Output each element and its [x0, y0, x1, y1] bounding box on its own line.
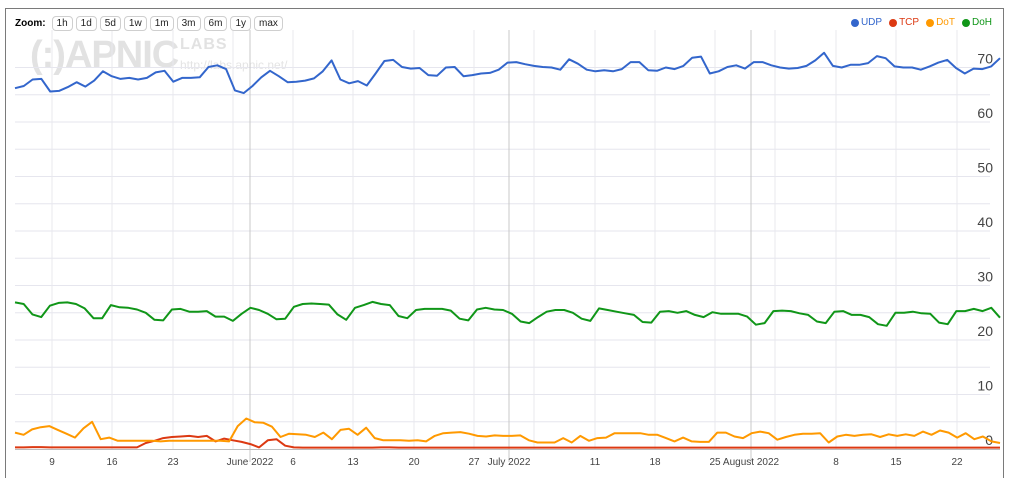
- zoom-1d-button[interactable]: 1d: [75, 16, 97, 31]
- vertical-gridlines: [51, 30, 958, 462]
- zoom-max-button[interactable]: max: [254, 16, 283, 31]
- series-line-dot[interactable]: [14, 417, 1001, 444]
- x-tick-label: 9: [49, 457, 55, 468]
- x-tick-label: 6: [290, 457, 296, 468]
- zoom-5d-button[interactable]: 5d: [99, 16, 121, 31]
- x-tick-label: 8: [833, 457, 839, 468]
- x-tick-label: 15: [890, 457, 902, 468]
- zoom-1y-button[interactable]: 1y: [230, 16, 251, 31]
- x-tick-label: 27: [468, 457, 480, 468]
- y-tick-label: 60: [977, 105, 993, 121]
- zoom-1h-button[interactable]: 1h: [51, 16, 73, 31]
- x-tick-label: 22: [951, 457, 963, 468]
- x-tick-label: 20: [408, 457, 420, 468]
- x-tick-label: July 2022: [488, 457, 531, 468]
- x-tick-label: June 2022: [227, 457, 274, 468]
- zoom-3m-button[interactable]: 3m: [176, 16, 201, 31]
- dot-dot-icon: [926, 18, 935, 27]
- legend-label-doh: DoH: [971, 17, 992, 28]
- chart-legend: UDP TCP DoT DoH: [850, 17, 992, 28]
- data-series: [14, 51, 1001, 449]
- series-line-tcp[interactable]: [15, 434, 1000, 449]
- legend-item-dot[interactable]: DoT: [926, 17, 955, 28]
- legend-label-udp: UDP: [860, 17, 883, 28]
- x-tick-label: 13: [347, 457, 359, 468]
- chart-frame: [5, 8, 1004, 478]
- zoom-label: Zoom:: [15, 18, 46, 29]
- legend-label-tcp: TCP: [899, 17, 920, 28]
- y-tick-label: 30: [977, 269, 993, 285]
- zoom-1w-button[interactable]: 1w: [123, 16, 147, 31]
- y-tick-label: 40: [977, 214, 993, 230]
- doh-dot-icon: [961, 18, 970, 27]
- zoom-1m-button[interactable]: 1m: [149, 16, 174, 31]
- legend-label-dot: DoT: [936, 17, 955, 28]
- y-tick-label: 10: [977, 378, 993, 394]
- series-line-udp[interactable]: [14, 51, 1001, 95]
- horizontal-gridlines: [15, 67, 990, 423]
- x-axis-labels: 9 16 23 June 2022 6 13 20 27 July 2022 11 18 25 Augu…: [49, 457, 963, 468]
- tcp-dot-icon: [889, 18, 898, 27]
- y-tick-label: 70: [977, 51, 993, 67]
- zoom-6m-button[interactable]: 6m: [203, 16, 228, 31]
- x-tick-label: 23: [167, 457, 179, 468]
- y-tick-label: 20: [977, 323, 993, 339]
- legend-item-tcp[interactable]: TCP: [889, 17, 919, 28]
- series-line-doh[interactable]: [14, 300, 1001, 327]
- x-tick-label: 25: [709, 457, 721, 468]
- x-tick-label: August 2022: [723, 457, 780, 468]
- zoom-bar: Zoom: 1h 1d 5d 1w 1m 3m 6m 1y max: [15, 16, 283, 31]
- x-tick-label: 16: [106, 457, 118, 468]
- udp-dot-icon: [850, 18, 859, 27]
- y-tick-label: 50: [977, 160, 993, 176]
- x-tick-label: 11: [590, 457, 601, 468]
- legend-item-udp[interactable]: UDP: [850, 17, 883, 28]
- x-tick-label: 18: [649, 457, 661, 468]
- legend-item-doh[interactable]: DoH: [961, 17, 992, 28]
